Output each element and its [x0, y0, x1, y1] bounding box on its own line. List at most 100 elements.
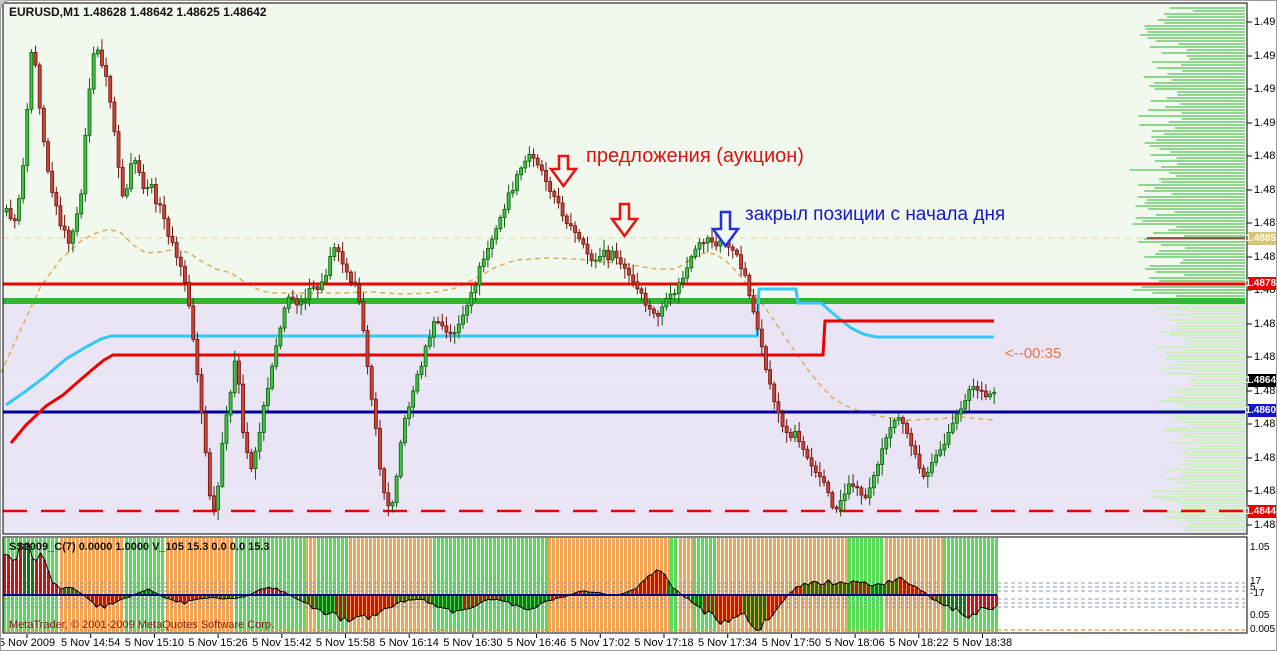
indicator-stripe: [108, 538, 111, 632]
candle-down: [357, 284, 362, 303]
candle-down: [436, 321, 441, 324]
oscillator-bar: [947, 595, 950, 606]
candle-up: [498, 217, 503, 230]
volume-profile-bar: [1182, 472, 1245, 474]
oscillator-bar: [259, 589, 262, 595]
indicator-stripe: [369, 538, 372, 632]
indicator-stripe: [80, 538, 83, 632]
candle-up: [87, 88, 92, 136]
volume-profile-bar: [1159, 367, 1245, 369]
candle-up: [286, 296, 291, 309]
oscillator-bar: [67, 587, 70, 595]
volume-profile-bar: [1155, 40, 1245, 42]
indicator-stripe: [72, 538, 75, 632]
annotation-closed-positions: закрыл позиции с начала дня: [745, 204, 1006, 225]
indicator-stripe: [749, 538, 752, 632]
oscillator-bar: [111, 595, 114, 605]
candle-down: [759, 328, 764, 348]
price-tick-label: 1.48525: [1254, 452, 1276, 464]
indicator-stripe: [125, 538, 128, 632]
candle-up: [681, 277, 685, 284]
volume-profile-bar: [1149, 46, 1245, 48]
indicator-stripe: [893, 538, 896, 632]
indicator-stripe: [275, 538, 278, 632]
indicator-frame: [2, 536, 1248, 634]
indicator-stripe: [592, 538, 595, 632]
price-tick-label: 1.49175: [1254, 16, 1276, 28]
oscillator-bar: [271, 588, 274, 595]
volume-profile-bar: [1135, 217, 1245, 219]
oscillator-bar: [467, 595, 470, 609]
oscillator-bar: [307, 595, 310, 604]
chart-bg-upper: [3, 3, 1247, 301]
oscillator-bar: [235, 595, 238, 599]
candle-down: [108, 76, 113, 103]
oscillator-bar: [211, 595, 214, 598]
oscillator-bar: [931, 595, 934, 600]
candle-up: [282, 307, 287, 329]
oscillator-bar: [391, 595, 394, 608]
candle-up: [793, 430, 797, 438]
candle-down: [622, 263, 627, 269]
candle-down: [913, 445, 918, 455]
indicator-stripe: [979, 538, 982, 632]
indicator-stripe: [963, 538, 966, 632]
volume-profile-bar: [1157, 409, 1245, 411]
oscillator-bar: [71, 587, 74, 595]
volume-profile-bar: [1149, 145, 1245, 147]
candle-up: [876, 464, 880, 476]
candle-up: [934, 454, 938, 463]
candle-down: [569, 223, 573, 227]
oscillator-bar: [555, 595, 558, 599]
volume-profile-bar: [1179, 463, 1245, 465]
candle-down: [344, 263, 349, 273]
oscillator-bar: [843, 583, 846, 595]
indicator-stripe: [445, 538, 448, 632]
oscillator-bar: [995, 595, 998, 606]
candle-down: [921, 467, 926, 477]
oscillator-bar: [379, 595, 382, 612]
indicator-stripe: [283, 538, 286, 632]
indicator-stripe: [917, 538, 920, 632]
time-label: 5 Nov 16:14: [379, 637, 439, 649]
candle-down: [353, 281, 358, 286]
indicator-stripe: [955, 538, 958, 632]
indicator-stripe: [259, 538, 262, 632]
main-chart-frame: [2, 2, 1248, 535]
volume-profile-bar: [1181, 118, 1245, 120]
oscillator-bar: [231, 595, 234, 599]
candle-down: [41, 107, 46, 143]
candle-up: [693, 248, 698, 258]
indicator-stripe: [337, 538, 340, 632]
oscillator-bar: [479, 595, 482, 603]
volume-profile-bar: [1142, 220, 1245, 222]
volume-profile-bar: [1180, 304, 1245, 306]
oscillator-bar: [255, 591, 258, 595]
indicator-stripe: [687, 538, 690, 632]
oscillator-bar: [123, 595, 126, 599]
oscillator-bar: [415, 595, 418, 600]
volume-profile-bar: [1178, 43, 1245, 45]
volume-profile-bar: [1154, 82, 1245, 84]
oscillator-bar: [127, 595, 130, 598]
indicator-stripe: [295, 538, 298, 632]
candle-up: [257, 431, 262, 452]
indicator-stripe: [92, 538, 95, 632]
oscillator-bar: [783, 595, 786, 600]
volume-profile-bar: [1174, 127, 1245, 129]
indicator-stripe: [373, 538, 376, 632]
candle-up: [519, 167, 523, 176]
oscillator-bar: [823, 584, 826, 595]
oscillator-bar: [263, 588, 266, 595]
volume-profile-bar: [1163, 13, 1245, 15]
oscillator-bar: [203, 595, 206, 599]
candle-up: [971, 386, 976, 390]
oscillator-bar: [219, 595, 222, 599]
candle-up: [950, 422, 955, 433]
candle-down: [207, 452, 212, 497]
band-line-cyan: [5, 287, 994, 407]
candle-down: [788, 432, 793, 438]
oscillator-bar: [699, 595, 702, 608]
candle-down: [137, 160, 142, 173]
